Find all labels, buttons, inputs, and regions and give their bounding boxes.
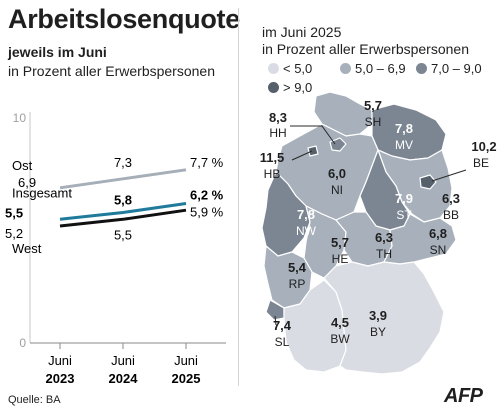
state-value-label: 8,3 — [269, 110, 287, 125]
state-value-label: 5,7 — [364, 98, 382, 113]
line-chart: 0 10 Juni 2023 Juni 2024 Juni 2025 Ost 6,9 7,3 7,7 … — [5, 111, 226, 386]
leader-line-hb — [291, 150, 313, 161]
state-code-label: BW — [330, 332, 350, 346]
divider — [238, 8, 239, 386]
series-line-ost — [59, 168, 187, 190]
data-label: 7,3 — [114, 155, 132, 170]
state-hb — [307, 145, 319, 157]
map-subtitle: in Prozent aller Erwerbspersonen — [262, 41, 469, 57]
data-label: 5,5 — [114, 227, 132, 242]
state-value-label: 5,7 — [331, 235, 349, 250]
state-sh — [313, 91, 373, 137]
state-sl — [265, 299, 285, 321]
x-tick-label: Juni — [111, 353, 135, 368]
legend-item: > 9,0 — [268, 80, 312, 95]
x-tick-label: Juni — [48, 353, 72, 368]
state-hh — [329, 137, 347, 152]
legend-swatch — [416, 63, 427, 74]
x-tick-year: 2024 — [109, 371, 139, 386]
source-note: Quelle: BA — [8, 394, 61, 406]
legend-item: 7,0 – 9,0 — [416, 61, 482, 76]
legend-label: 5,0 – 6,9 — [355, 61, 406, 76]
series-name-label: West — [12, 241, 42, 256]
y-tick-label: 10 — [13, 111, 27, 125]
data-label: 5,5 — [5, 205, 23, 220]
x-tick-label: Juni — [174, 353, 198, 368]
state-code-label: SL — [275, 335, 290, 349]
map-title: im Juni 2025 — [262, 24, 342, 40]
chart-subtitle: jeweils im Juni — [8, 44, 107, 60]
state-value-label: 7,8 — [395, 121, 413, 136]
series-name-label: Ost — [12, 158, 33, 173]
series-line-west — [59, 208, 187, 228]
state-value-label: 10,2 — [471, 139, 496, 154]
legend-swatch — [268, 63, 279, 74]
state-value-label: 6,8 — [429, 226, 447, 241]
state-value-label: 6,3 — [375, 230, 393, 245]
legend-label: > 9,0 — [283, 80, 313, 95]
state-be — [419, 174, 437, 190]
state-value-label: 7,4 — [273, 318, 292, 333]
state-code-label: NI — [331, 183, 343, 197]
state-code-label: HH — [269, 126, 286, 140]
state-by — [323, 261, 445, 375]
state-code-label: BB — [443, 208, 459, 222]
state-code-label: SN — [430, 243, 447, 257]
state-code-label: BY — [370, 325, 386, 339]
data-label: 7,7 % — [190, 155, 224, 170]
state-value-label: 7,8 — [297, 207, 315, 222]
leader-line-hh — [290, 125, 336, 145]
data-label: 5,8 — [114, 193, 132, 208]
data-label: 6,2 % — [190, 188, 224, 203]
state-value-label: 4,5 — [331, 315, 349, 330]
x-tick-year: 2023 — [46, 371, 75, 386]
legend-item: < 5,0 — [268, 61, 312, 76]
state-value-label: 11,5 — [260, 150, 285, 165]
state-code-label: ST — [396, 208, 412, 222]
legend-item: 5,0 – 6,9 — [340, 61, 406, 76]
state-value-label: 7,9 — [395, 191, 413, 206]
chart-title: Arbeitslosenquote — [8, 4, 240, 34]
leader-line-be — [431, 169, 467, 182]
afp-logo: AFP — [444, 385, 483, 407]
state-code-label: HB — [264, 167, 281, 181]
state-code-label: RP — [289, 277, 306, 291]
state-value-label: 6,0 — [328, 166, 346, 181]
data-label: 5,9 % — [190, 204, 224, 219]
legend-label: 7,0 – 9,0 — [431, 61, 482, 76]
state-value-label: 6,3 — [442, 191, 460, 206]
data-label: 5,2 — [5, 226, 23, 241]
series-name-label: Insgesamt — [12, 185, 72, 200]
state-value-label: 5,4 — [288, 260, 307, 275]
legend-label: < 5,0 — [283, 61, 313, 76]
y-tick-label: 0 — [19, 336, 26, 350]
state-code-label: TH — [376, 247, 392, 261]
legend-swatch — [268, 82, 279, 93]
leader-line-sl — [274, 315, 277, 326]
state-code-label: NW — [296, 224, 317, 238]
state-code-label: MV — [395, 138, 413, 152]
chart-subtitle-unit: in Prozent aller Erwerbspersonen — [8, 63, 215, 79]
state-value-label: 3,9 — [369, 308, 387, 323]
state-code-label: BE — [473, 156, 489, 170]
legend-swatch — [340, 63, 351, 74]
state-code-label: HE — [332, 252, 349, 266]
x-tick-year: 2025 — [172, 371, 201, 386]
state-code-label: SH — [365, 115, 382, 129]
series-line-insgesamt — [59, 202, 187, 221]
data-label: 6,9 — [18, 175, 36, 190]
